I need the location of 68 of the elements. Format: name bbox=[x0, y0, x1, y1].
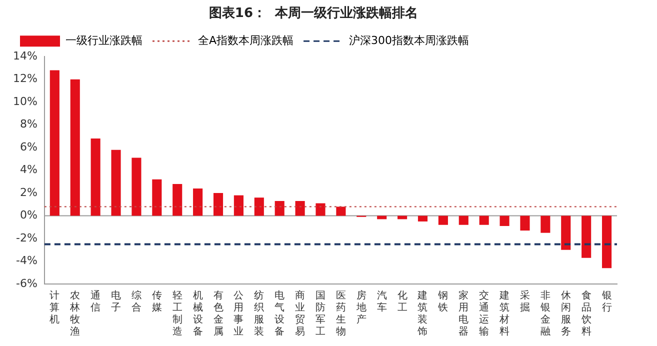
bar bbox=[132, 158, 142, 216]
bar bbox=[438, 216, 448, 225]
x-tick-label: 农林牧渔 bbox=[69, 290, 80, 338]
bar bbox=[418, 216, 428, 222]
bar bbox=[479, 216, 489, 225]
x-tick-label: 电气设备 bbox=[274, 290, 285, 338]
bar bbox=[274, 201, 284, 216]
bar bbox=[458, 216, 468, 225]
bar bbox=[336, 206, 346, 216]
x-tick-label: 机械设备 bbox=[192, 290, 203, 338]
legend-label: 沪深300指数本周涨跌幅 bbox=[349, 34, 470, 47]
x-tick-label: 通信 bbox=[90, 290, 101, 314]
y-tick-label: 12% bbox=[12, 72, 38, 86]
bar bbox=[213, 193, 224, 216]
y-tick-label: 6% bbox=[20, 140, 38, 154]
x-tick-label: 汽车 bbox=[376, 290, 387, 314]
x-tick-label: 轻工制造 bbox=[172, 290, 182, 338]
legend-label: 一级行业涨跌幅 bbox=[66, 34, 142, 47]
bar bbox=[152, 179, 162, 216]
x-tick-label: 休闲服务 bbox=[560, 290, 571, 338]
bar bbox=[500, 216, 510, 226]
x-tick-label: 交通运输 bbox=[479, 290, 490, 338]
x-tick-label: 商业贸易 bbox=[295, 290, 306, 338]
x-tick-label: 电子 bbox=[111, 290, 122, 314]
x-tick-label: 医药生物 bbox=[336, 290, 346, 338]
bar bbox=[602, 216, 612, 268]
x-tick-label: 综合 bbox=[131, 290, 142, 314]
x-tick-label: 有色金属 bbox=[213, 290, 224, 338]
bar bbox=[520, 216, 530, 231]
bar bbox=[70, 79, 80, 216]
bar bbox=[234, 195, 244, 216]
x-tick-label: 化工 bbox=[397, 290, 408, 314]
bar bbox=[582, 216, 592, 258]
x-tick-label: 计算机 bbox=[50, 290, 60, 326]
bar bbox=[254, 198, 264, 216]
y-tick-label: -6% bbox=[16, 276, 38, 290]
y-tick-label: 0% bbox=[20, 208, 38, 222]
bar bbox=[561, 216, 571, 250]
x-tick-label: 房地产 bbox=[355, 290, 366, 326]
x-tick-label: 非银金融 bbox=[539, 290, 550, 338]
x-tick-label: 建筑材料 bbox=[498, 290, 510, 338]
y-tick-label: 10% bbox=[12, 94, 38, 108]
x-tick-label: 银行 bbox=[600, 290, 612, 314]
bar bbox=[540, 216, 550, 233]
chart-title: 图表16： 本周一级行业涨跌幅排名 bbox=[208, 6, 418, 22]
bar bbox=[90, 138, 100, 216]
x-tick-label: 食品饮料 bbox=[580, 290, 592, 338]
bar bbox=[111, 150, 121, 216]
x-tick-label: 采掘 bbox=[520, 290, 530, 314]
x-tick-label: 家用电器 bbox=[458, 290, 469, 338]
y-tick-label: -2% bbox=[16, 231, 38, 244]
bar bbox=[172, 184, 182, 216]
bar bbox=[295, 201, 305, 216]
x-tick-label: 钢铁 bbox=[437, 290, 448, 314]
x-tick-label: 建筑装饰 bbox=[416, 290, 428, 338]
y-tick-label: 2% bbox=[20, 186, 38, 199]
legend-label: 全A指数本周涨跌幅 bbox=[198, 34, 294, 47]
y-tick-label: 4% bbox=[20, 163, 38, 176]
x-tick-label: 纺织服装 bbox=[254, 290, 264, 338]
x-tick-label: 公用事业 bbox=[234, 290, 244, 338]
x-tick-label: 国防军工 bbox=[316, 290, 326, 338]
y-tick-label: -4% bbox=[16, 254, 38, 268]
x-tick-label: 传媒 bbox=[152, 290, 162, 314]
bar bbox=[193, 188, 203, 216]
y-tick-label: 8% bbox=[20, 118, 38, 131]
y-tick-label: 14% bbox=[12, 49, 38, 62]
bar bbox=[50, 70, 60, 216]
bar bbox=[316, 203, 326, 216]
